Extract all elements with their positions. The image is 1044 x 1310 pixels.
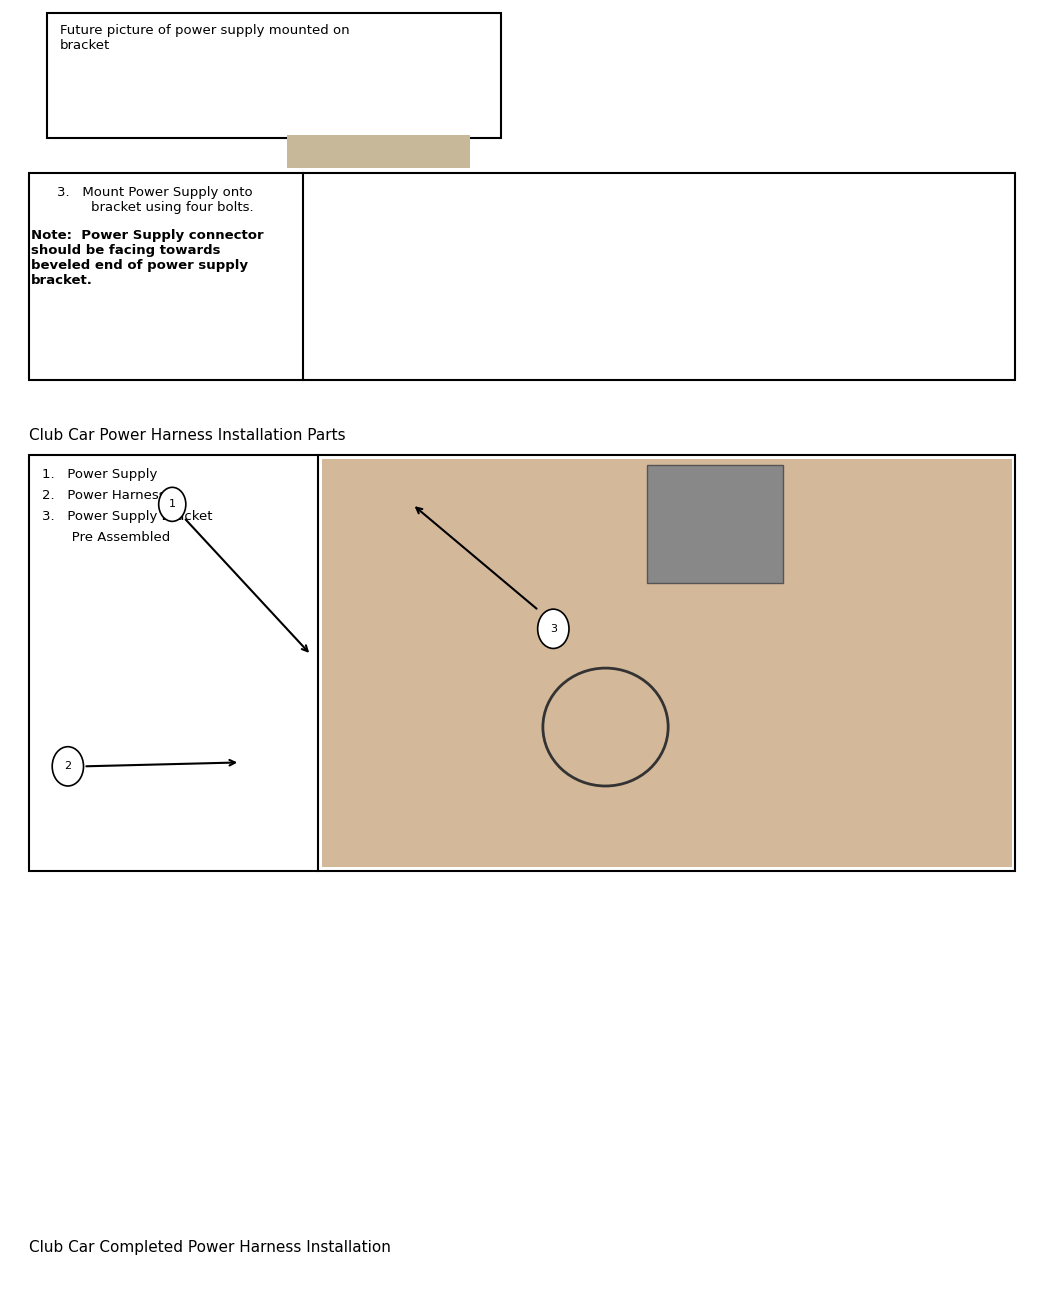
Text: 1.   Power Supply
2.   Power Harness
3.   Power Supply Bracket
       Pre Assemb: 1. Power Supply 2. Power Harness 3. Powe… bbox=[42, 468, 212, 544]
Circle shape bbox=[52, 747, 84, 786]
Text: Note:  Power Supply connector
should be facing towards
beveled end of power supp: Note: Power Supply connector should be f… bbox=[31, 229, 264, 287]
Bar bbox=[322, 458, 1012, 867]
Text: Club Car Power Harness Installation Parts: Club Car Power Harness Installation Part… bbox=[29, 428, 346, 443]
Text: Club Car Completed Power Harness Installation: Club Car Completed Power Harness Install… bbox=[29, 1241, 392, 1255]
Text: 2: 2 bbox=[65, 761, 71, 772]
Text: Future picture of power supply mounted on
bracket: Future picture of power supply mounted o… bbox=[60, 24, 349, 51]
Bar bbox=[29, 173, 1015, 380]
Circle shape bbox=[538, 609, 569, 648]
Circle shape bbox=[159, 487, 186, 521]
Text: 1: 1 bbox=[169, 499, 175, 510]
Bar bbox=[647, 465, 783, 583]
Bar bbox=[47, 13, 501, 138]
Text: 3: 3 bbox=[550, 624, 556, 634]
Bar bbox=[29, 455, 1015, 871]
Text: 3.   Mount Power Supply onto
        bracket using four bolts.: 3. Mount Power Supply onto bracket using… bbox=[57, 186, 254, 214]
Bar bbox=[287, 135, 470, 168]
